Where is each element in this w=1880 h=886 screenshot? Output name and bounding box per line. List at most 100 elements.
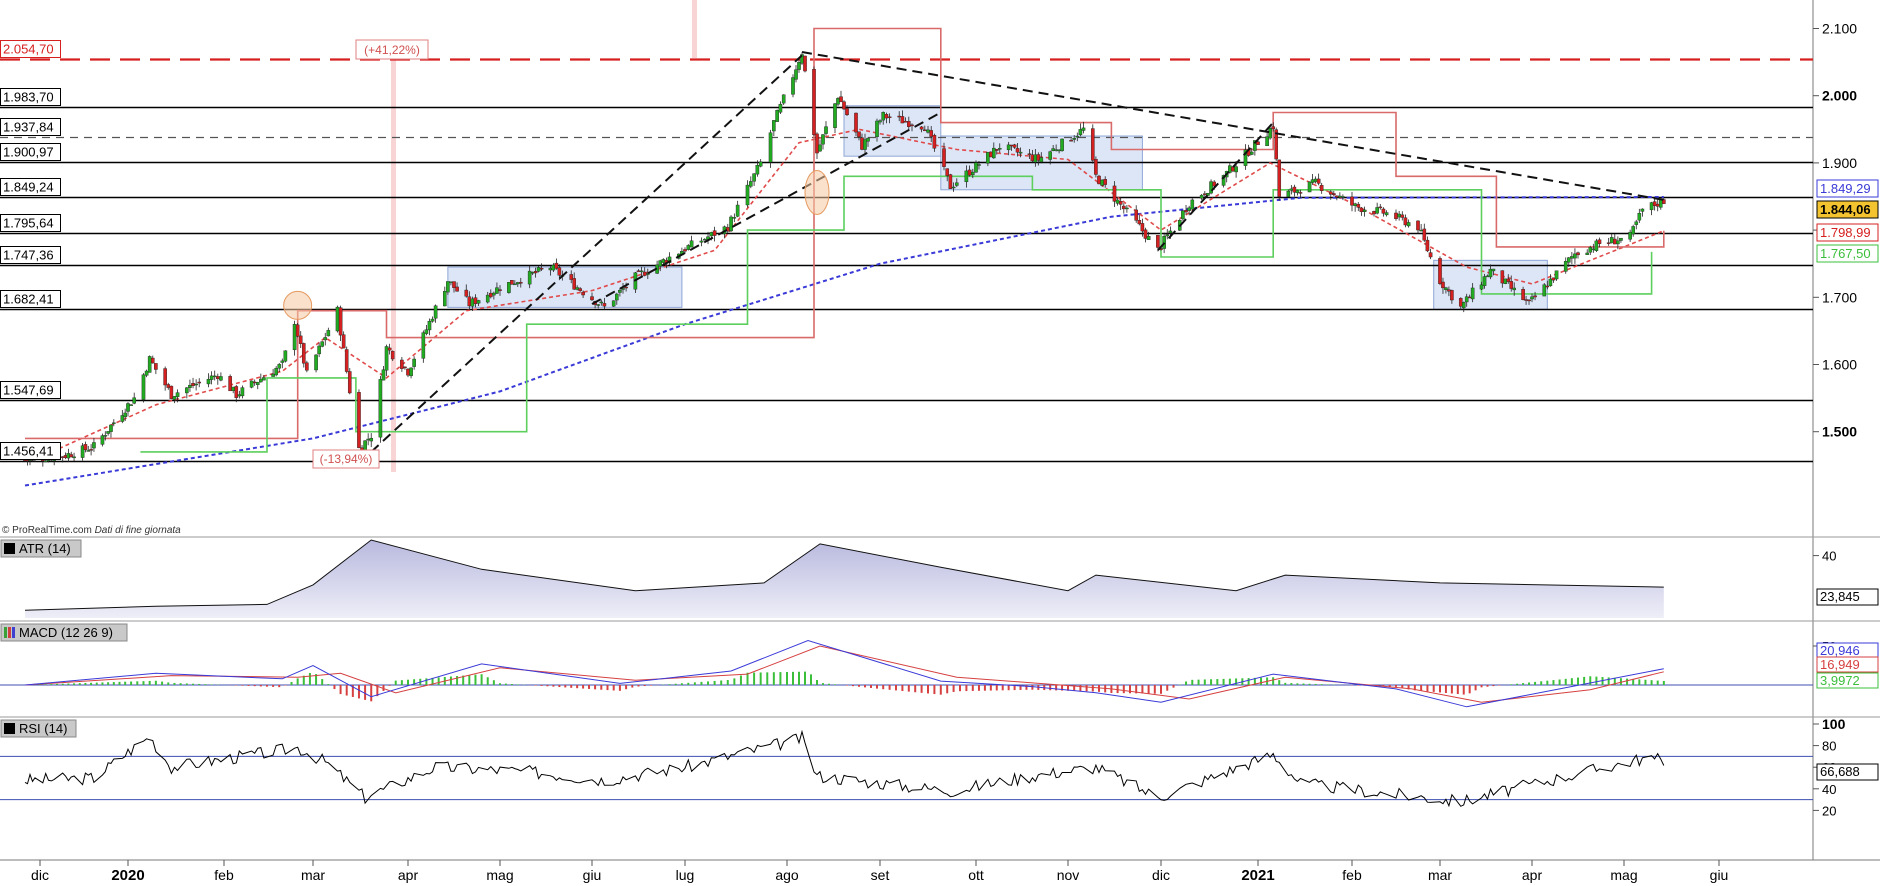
candle <box>1594 238 1599 252</box>
candle <box>1134 205 1138 223</box>
candle-body <box>1051 148 1055 152</box>
candle-body <box>1075 135 1080 138</box>
candle <box>1039 152 1044 164</box>
candle-body <box>197 381 202 384</box>
candle-body <box>1072 138 1076 140</box>
candle-body <box>1206 192 1210 196</box>
x-tick-label-6: giu <box>583 867 602 883</box>
candle <box>390 350 395 361</box>
candle-body <box>989 151 993 158</box>
candle-body <box>815 133 819 154</box>
candle <box>103 431 108 441</box>
candle <box>821 134 825 150</box>
candle-body <box>237 394 242 397</box>
y-tick-label-5: 1.600 <box>1822 357 1857 373</box>
candle <box>1416 220 1420 234</box>
candle-body <box>1609 237 1614 244</box>
candle-body <box>842 101 846 110</box>
candle <box>1425 236 1430 253</box>
candle-body <box>884 114 889 119</box>
candle-body <box>1506 278 1511 282</box>
candle-body <box>1655 203 1660 207</box>
candle-body <box>132 397 136 404</box>
candle <box>381 365 386 381</box>
candle <box>1563 257 1568 274</box>
candle <box>513 280 517 286</box>
trendline-1 <box>591 111 942 305</box>
candle-body <box>1591 248 1596 251</box>
candle <box>1184 205 1188 215</box>
right-label-box-0 <box>1816 179 1879 198</box>
candle-body <box>611 300 616 307</box>
candle-body <box>1400 214 1405 218</box>
resistance-label: 2.054,70 <box>3 42 54 57</box>
candle-body <box>406 368 410 376</box>
candle <box>1634 219 1639 230</box>
candle-body <box>467 296 472 307</box>
ma-short-line <box>39 128 1665 458</box>
candle <box>1406 219 1411 228</box>
candle <box>314 354 318 373</box>
candle <box>1018 147 1023 158</box>
candle <box>1048 150 1052 165</box>
candle-body <box>185 387 189 394</box>
candle <box>749 176 753 189</box>
candle-body <box>1286 190 1291 198</box>
x-tick-label-1: 2020 <box>111 867 144 884</box>
candle-body <box>533 271 538 274</box>
candle-body <box>661 259 666 263</box>
candle-body <box>252 381 257 384</box>
candle <box>347 368 352 395</box>
candle <box>1479 281 1484 290</box>
candle <box>1341 194 1345 201</box>
candle <box>818 139 822 152</box>
candle <box>596 304 600 309</box>
candle <box>1143 227 1148 243</box>
candle-body <box>320 341 324 347</box>
candle-body <box>758 161 763 167</box>
candle-body <box>599 301 604 304</box>
candle <box>1375 202 1379 215</box>
candle-body <box>1588 247 1593 253</box>
candle <box>206 373 211 388</box>
candle-body <box>123 412 127 418</box>
candle-body <box>295 324 300 337</box>
candle <box>791 74 795 98</box>
candle-body <box>1274 129 1278 160</box>
candle-body <box>430 318 435 322</box>
candle <box>292 320 297 356</box>
candle <box>910 123 914 132</box>
x-tick-label-0: dic <box>31 867 49 883</box>
atr-line <box>24 539 1664 611</box>
candle-body <box>390 350 395 360</box>
candle-body <box>1054 149 1058 151</box>
candle-body <box>1165 234 1170 237</box>
candle <box>611 300 616 307</box>
candle-body <box>280 360 285 363</box>
candle-body <box>1464 296 1469 303</box>
candle-body <box>1033 154 1038 163</box>
candle-body <box>341 334 346 349</box>
candle-body <box>752 173 756 182</box>
candle <box>624 282 628 292</box>
candle-body <box>1444 287 1448 290</box>
candle <box>1332 190 1336 197</box>
candle-body <box>80 445 85 458</box>
candle <box>409 367 413 379</box>
candle <box>498 285 502 296</box>
candle <box>907 116 911 131</box>
candle-body <box>1570 256 1574 259</box>
candle-body <box>378 379 383 438</box>
candle <box>1249 147 1254 156</box>
candle <box>1265 131 1269 147</box>
candle <box>772 120 776 137</box>
candle <box>169 385 174 400</box>
resistance-label-box <box>0 40 61 58</box>
candle <box>1206 192 1210 196</box>
candle-body <box>464 289 469 297</box>
atr-title: ATR (14) <box>0 539 82 558</box>
macd-title-label: MACD (12 26 9) <box>19 625 113 640</box>
candle-body <box>875 120 879 138</box>
candle-body <box>986 152 990 164</box>
candle <box>518 277 523 288</box>
